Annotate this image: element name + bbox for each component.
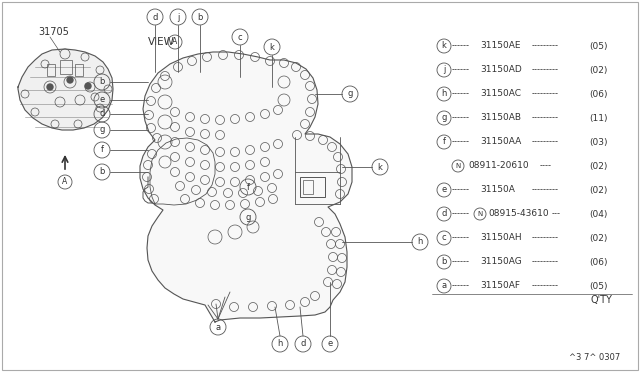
- Text: ---------: ---------: [532, 138, 559, 147]
- Text: b: b: [197, 13, 203, 22]
- Text: 31150AA: 31150AA: [480, 138, 521, 147]
- Text: f: f: [100, 145, 104, 154]
- Text: d: d: [442, 209, 447, 218]
- Text: f: f: [246, 183, 250, 192]
- Text: (06): (06): [589, 257, 608, 266]
- Text: VIEW: VIEW: [148, 37, 175, 47]
- Text: 31150AF: 31150AF: [480, 282, 520, 291]
- Text: j: j: [177, 13, 179, 22]
- Text: 31150AD: 31150AD: [480, 65, 522, 74]
- Text: k: k: [378, 163, 383, 171]
- Text: ---------: ---------: [532, 282, 559, 291]
- Text: ------: ------: [452, 282, 470, 291]
- Text: ----: ----: [540, 161, 552, 170]
- Text: b: b: [99, 167, 105, 176]
- Text: ---------: ---------: [532, 186, 559, 195]
- Text: ---------: ---------: [532, 42, 559, 51]
- Text: (02): (02): [589, 161, 608, 170]
- Text: e: e: [99, 96, 104, 105]
- Text: 31150AH: 31150AH: [480, 234, 522, 243]
- Text: h: h: [442, 90, 447, 99]
- Text: (02): (02): [589, 186, 608, 195]
- Text: (03): (03): [589, 138, 608, 147]
- Text: c: c: [442, 234, 446, 243]
- Polygon shape: [140, 52, 352, 322]
- Text: a: a: [442, 282, 447, 291]
- Text: ------: ------: [452, 257, 470, 266]
- Text: e: e: [442, 186, 447, 195]
- Text: k: k: [442, 42, 447, 51]
- Text: (05): (05): [589, 282, 608, 291]
- Text: ------: ------: [452, 138, 470, 147]
- Circle shape: [47, 84, 53, 90]
- Text: 08915-43610: 08915-43610: [488, 209, 548, 218]
- Text: ------: ------: [452, 113, 470, 122]
- Text: ---------: ---------: [532, 234, 559, 243]
- Bar: [300, 177, 325, 197]
- Circle shape: [67, 77, 73, 83]
- Text: ---------: ---------: [532, 113, 559, 122]
- Text: 08911-20610: 08911-20610: [468, 161, 529, 170]
- Text: d: d: [152, 13, 157, 22]
- Text: g: g: [99, 125, 105, 135]
- Text: (02): (02): [589, 65, 608, 74]
- Bar: [75, 64, 83, 76]
- Text: e: e: [328, 340, 333, 349]
- Text: 31150A: 31150A: [480, 186, 515, 195]
- Text: ---------: ---------: [532, 90, 559, 99]
- Polygon shape: [18, 49, 113, 130]
- Text: a: a: [216, 323, 221, 331]
- Text: f: f: [442, 138, 445, 147]
- Text: (06): (06): [589, 90, 608, 99]
- Bar: [303, 180, 313, 194]
- Text: ------: ------: [452, 186, 470, 195]
- Text: j: j: [443, 65, 445, 74]
- Text: h: h: [417, 237, 422, 247]
- Text: N: N: [456, 163, 461, 169]
- Text: h: h: [277, 340, 283, 349]
- Text: b: b: [442, 257, 447, 266]
- Text: ------: ------: [452, 90, 470, 99]
- Text: 31150AG: 31150AG: [480, 257, 522, 266]
- Text: d: d: [300, 340, 306, 349]
- Text: N: N: [477, 211, 483, 217]
- Text: k: k: [269, 42, 275, 51]
- Text: A: A: [172, 38, 178, 46]
- Text: c: c: [237, 32, 243, 42]
- Text: A: A: [62, 177, 68, 186]
- Text: (11): (11): [589, 113, 608, 122]
- Text: g: g: [245, 212, 251, 221]
- Text: ------: ------: [452, 42, 470, 51]
- Text: ---: ---: [552, 209, 561, 218]
- Text: ------: ------: [452, 65, 470, 74]
- Text: 31150AE: 31150AE: [480, 42, 520, 51]
- Text: b: b: [99, 77, 105, 87]
- Text: 31705: 31705: [38, 27, 69, 37]
- Text: Q'TY: Q'TY: [590, 295, 612, 305]
- Text: ------: ------: [452, 209, 470, 218]
- Circle shape: [85, 83, 91, 89]
- Text: ^3 7^ 0307: ^3 7^ 0307: [569, 353, 620, 362]
- Text: g: g: [442, 113, 447, 122]
- Text: (02): (02): [589, 234, 608, 243]
- Text: (05): (05): [589, 42, 608, 51]
- Bar: [47, 64, 55, 76]
- Text: g: g: [348, 90, 353, 99]
- Text: ------: ------: [452, 234, 470, 243]
- Text: 31150AC: 31150AC: [480, 90, 521, 99]
- Text: ---------: ---------: [532, 65, 559, 74]
- Text: ---------: ---------: [532, 257, 559, 266]
- Text: d: d: [99, 109, 105, 119]
- Text: (04): (04): [589, 209, 608, 218]
- Bar: [60, 60, 72, 74]
- Text: 31150AB: 31150AB: [480, 113, 521, 122]
